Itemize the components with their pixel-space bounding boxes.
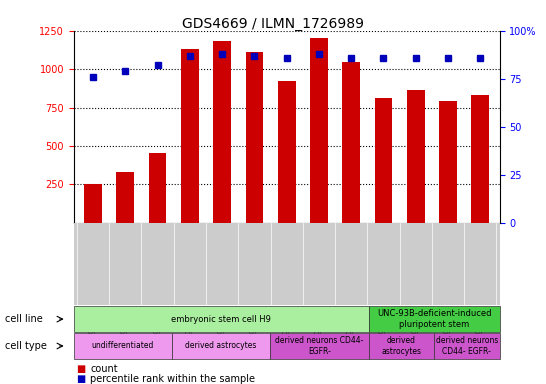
Bar [84,184,102,223]
Bar [375,98,393,223]
Bar [310,38,328,223]
Text: derived astrocytes: derived astrocytes [186,341,257,351]
Text: derived neurons
CD44- EGFR-: derived neurons CD44- EGFR- [436,336,498,356]
Text: cell line: cell line [5,314,43,324]
Text: GDS4669 / ILMN_1726989: GDS4669 / ILMN_1726989 [182,17,364,31]
Text: ■: ■ [76,364,86,374]
Bar [342,62,360,223]
Bar [439,101,457,223]
Bar [246,52,263,223]
Bar [278,81,295,223]
Text: ■: ■ [76,374,86,384]
Text: cell type: cell type [5,341,48,351]
Text: count: count [90,364,118,374]
Text: percentile rank within the sample: percentile rank within the sample [90,374,255,384]
Bar [181,49,199,223]
Text: derived
astrocytes: derived astrocytes [381,336,422,356]
Bar [471,95,489,223]
Bar [116,172,134,223]
Bar [149,153,167,223]
Text: embryonic stem cell H9: embryonic stem cell H9 [171,314,271,324]
Bar [213,41,231,223]
Text: derived neurons CD44-
EGFR-: derived neurons CD44- EGFR- [275,336,364,356]
Text: undifferentiated: undifferentiated [92,341,154,351]
Bar [407,90,425,223]
Text: UNC-93B-deficient-induced
pluripotent stem: UNC-93B-deficient-induced pluripotent st… [377,310,491,329]
